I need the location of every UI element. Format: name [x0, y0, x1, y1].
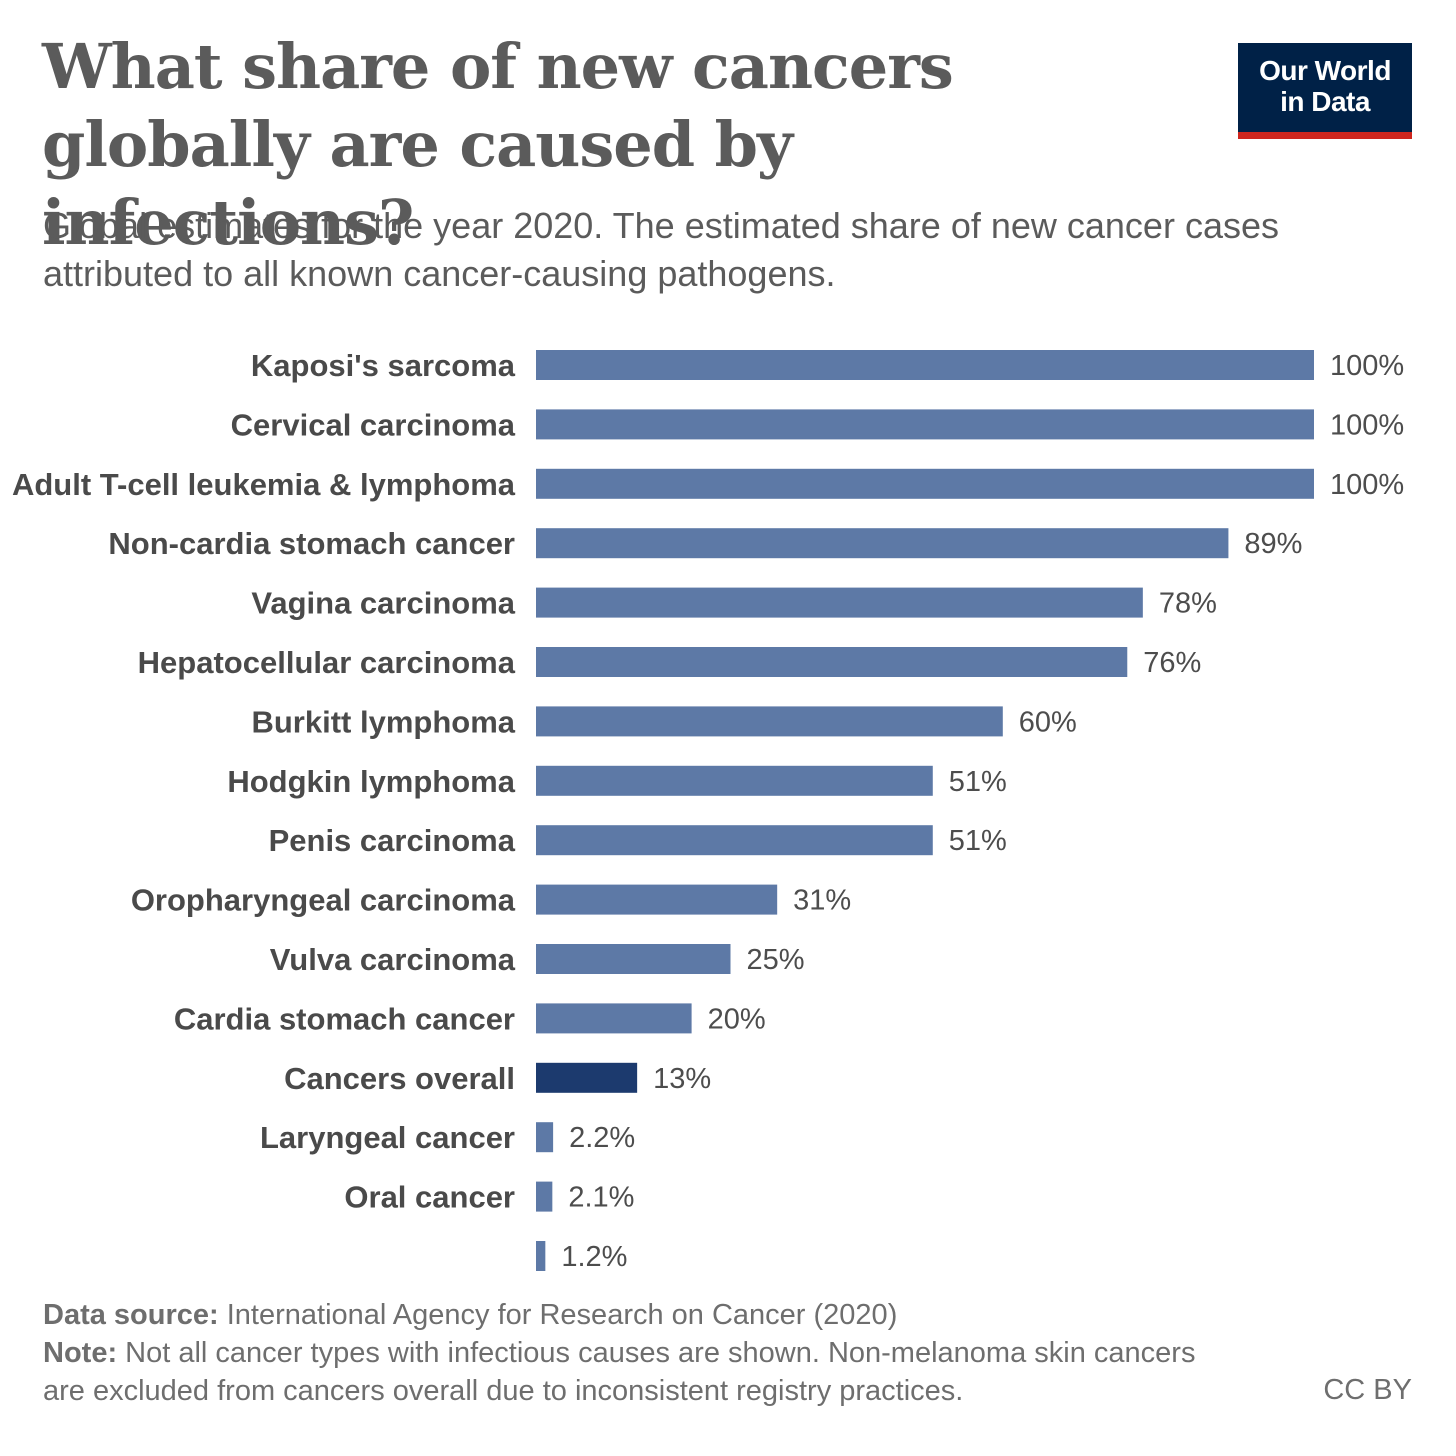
bar[interactable]	[536, 1241, 546, 1271]
bar[interactable]	[536, 765, 933, 796]
bar[interactable]	[536, 350, 1314, 380]
category-label: Vagina carcinoma	[251, 586, 515, 621]
category-label: Adult T-cell leukemia & lymphoma	[12, 467, 516, 502]
data-source: Data source: International Agency for Re…	[43, 1296, 1223, 1334]
value-label: 51%	[949, 825, 1007, 857]
note-text: Not all cancer types with infectious cau…	[43, 1337, 1196, 1407]
bar[interactable]	[536, 944, 731, 974]
bar[interactable]	[536, 468, 1314, 499]
bar[interactable]	[536, 587, 1143, 618]
category-label: Penis carcinoma	[269, 823, 516, 858]
category-label: Cervical carcinoma	[231, 407, 516, 442]
bar[interactable]	[536, 1062, 638, 1093]
bar-row: Kaposi's sarcoma 100%	[251, 348, 1404, 383]
logo-line-1: Our World	[1259, 55, 1391, 86]
value-label: 51%	[949, 766, 1007, 798]
license-label[interactable]: CC BY	[1323, 1374, 1412, 1406]
value-label: 100%	[1330, 350, 1404, 382]
value-label: 1.2%	[561, 1241, 627, 1273]
bar-row: 1.2%	[536, 1241, 627, 1273]
category-label: Cardia stomach cancer	[174, 1001, 515, 1036]
category-label: Hodgkin lymphoma	[227, 764, 515, 799]
category-label: Hepatocellular carcinoma	[138, 645, 516, 680]
category-label: Vulva carcinoma	[270, 942, 516, 977]
bar-row: Hepatocellular carcinoma 76%	[138, 645, 1202, 680]
chart-footer: Data source: International Agency for Re…	[43, 1296, 1223, 1410]
bar-row: Vagina carcinoma 78%	[251, 586, 1217, 621]
bar-row: Hodgkin lymphoma 51%	[227, 764, 1006, 799]
category-label: Non-cardia stomach cancer	[108, 526, 515, 561]
bar[interactable]	[536, 1003, 692, 1034]
value-label: 13%	[653, 1063, 711, 1095]
value-label: 100%	[1330, 469, 1404, 501]
bar-row: Oropharyngeal carcinoma 31%	[131, 883, 851, 918]
value-label: 20%	[708, 1003, 766, 1035]
chart-title: What share of new cancers globally are c…	[42, 30, 954, 259]
bar-row: Non-cardia stomach cancer 89%	[108, 526, 1302, 561]
bar[interactable]	[536, 706, 1003, 737]
bar[interactable]	[536, 884, 778, 915]
bar-chart: Kaposi's sarcoma 100% Cervical carcinoma 10…	[12, 348, 1405, 1273]
bar-row: Cardia stomach cancer 20%	[174, 1001, 766, 1036]
note-label: Note:	[43, 1337, 118, 1369]
category-label: Burkitt lymphoma	[251, 704, 515, 739]
bar-row: Cervical carcinoma 100%	[231, 407, 1405, 442]
category-label: Oral cancer	[344, 1180, 515, 1215]
value-label: 2.2%	[569, 1122, 635, 1154]
category-label: Cancers overall	[284, 1061, 515, 1096]
logo-line-2: in Data	[1280, 86, 1370, 117]
chart-note: Note: Not all cancer types with infectio…	[43, 1334, 1223, 1410]
value-label: 76%	[1143, 647, 1201, 679]
data-source-text: International Agency for Research on Can…	[226, 1299, 898, 1331]
value-label: 2.1%	[568, 1182, 634, 1214]
bar[interactable]	[536, 825, 933, 856]
data-source-label: Data source:	[43, 1299, 219, 1331]
bar-row: Burkitt lymphoma 60%	[251, 704, 1076, 739]
bar[interactable]	[536, 409, 1314, 440]
category-label: Kaposi's sarcoma	[251, 348, 516, 383]
owid-logo[interactable]: Our World in Data	[1238, 43, 1412, 139]
bar[interactable]	[536, 1181, 553, 1212]
value-label: 60%	[1019, 706, 1077, 738]
bar-row: Adult T-cell leukemia & lymphoma 100%	[12, 467, 1404, 502]
bar-row: Penis carcinoma 51%	[269, 823, 1007, 858]
value-label: 25%	[747, 944, 805, 976]
value-label: 89%	[1244, 528, 1302, 560]
value-label: 78%	[1159, 588, 1217, 620]
bar-row: Vulva carcinoma 25%	[270, 942, 805, 977]
bar[interactable]	[536, 528, 1229, 559]
bar[interactable]	[536, 647, 1128, 677]
category-label: Oropharyngeal carcinoma	[131, 883, 516, 918]
value-label: 100%	[1330, 409, 1404, 441]
bar-row: Cancers overall 13%	[284, 1061, 711, 1096]
bar-row: Oral cancer 2.1%	[344, 1180, 634, 1215]
value-label: 31%	[793, 885, 851, 917]
chart-subtitle: Global estimates for the year 2020. The …	[43, 205, 1279, 294]
category-label: Laryngeal cancer	[260, 1120, 515, 1155]
bar[interactable]	[536, 1122, 554, 1153]
bar-row: Laryngeal cancer 2.2%	[260, 1120, 635, 1155]
